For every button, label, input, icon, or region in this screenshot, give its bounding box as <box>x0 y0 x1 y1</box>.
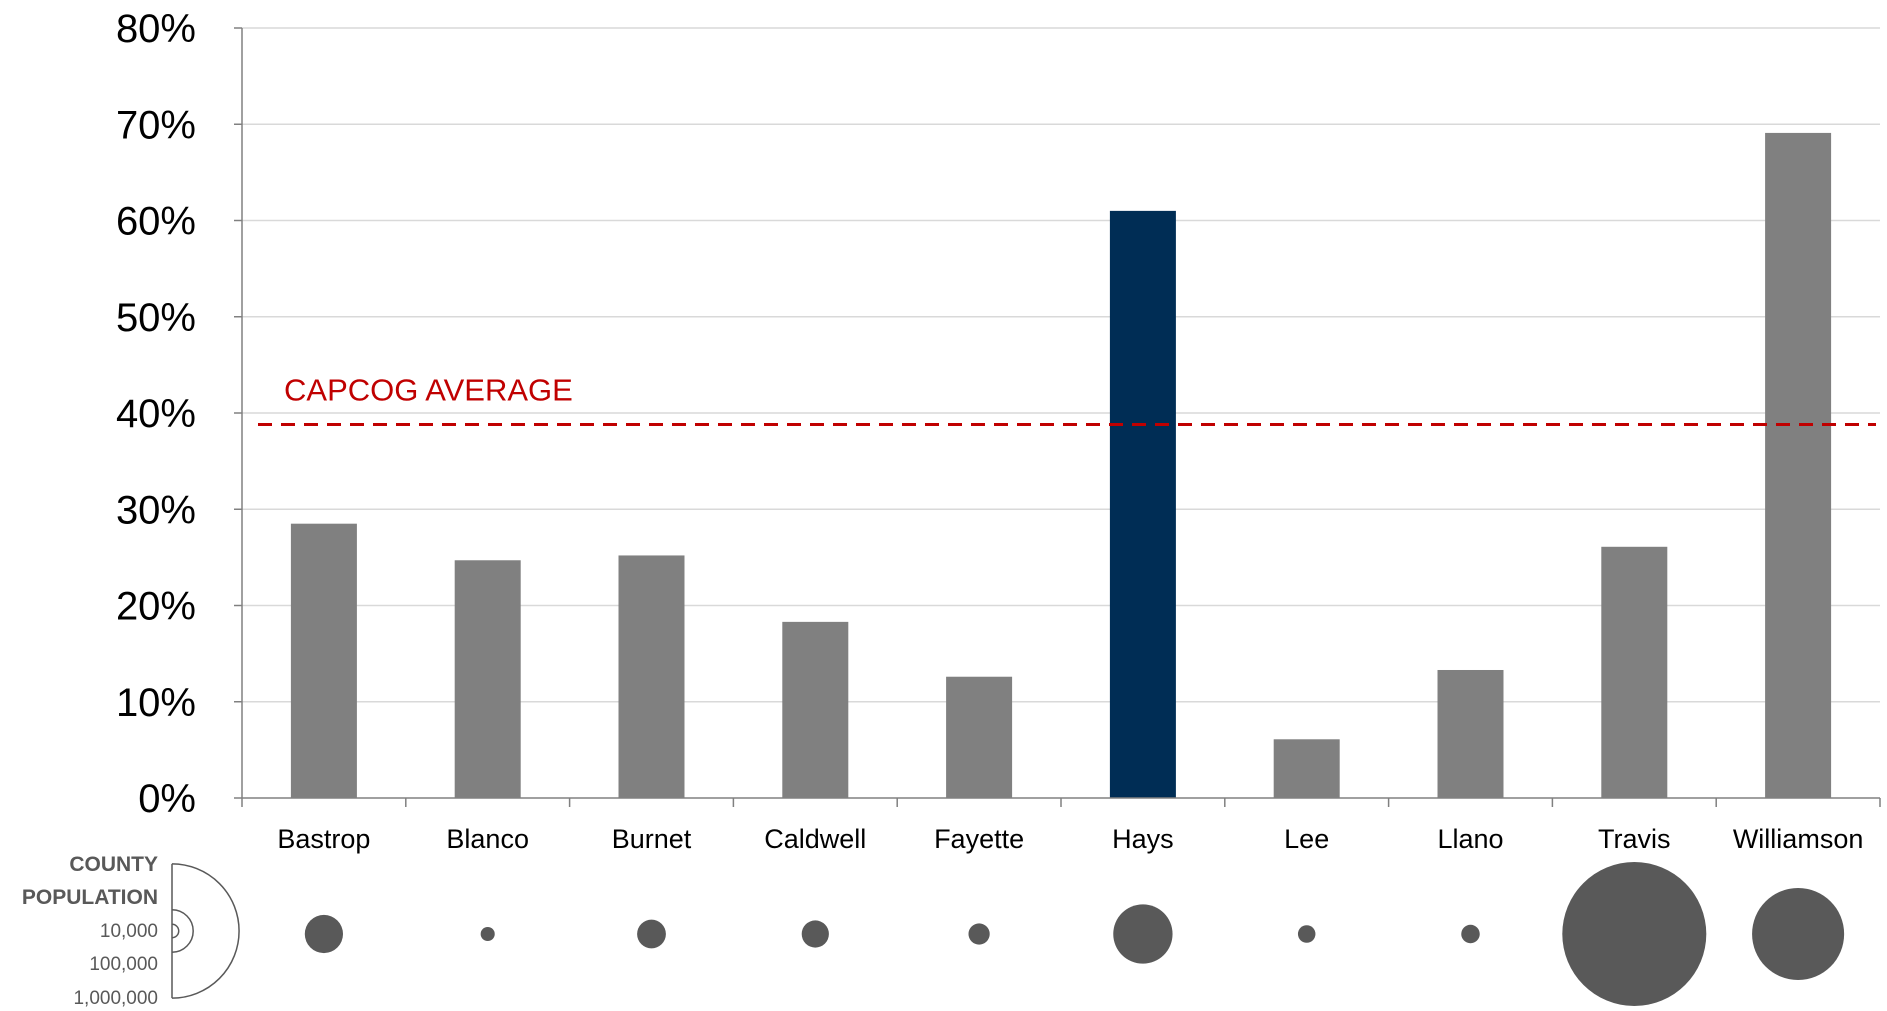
legend-title-line2: POPULATION <box>22 886 158 909</box>
bar-caldwell <box>782 621 849 798</box>
population-legend: COUNTY POPULATION 10,000 100,000 1,000,0… <box>22 853 240 1009</box>
population-bubble-caldwell <box>801 920 829 948</box>
x-tick-label: Williamson <box>1733 824 1864 854</box>
y-tick-label: 60% <box>116 200 196 244</box>
population-bubble-blanco <box>480 926 495 942</box>
y-tick-label: 40% <box>116 392 196 436</box>
x-tick-label: Caldwell <box>764 824 866 854</box>
population-bubble-williamson <box>1752 887 1845 981</box>
legend-value-small: 10,000 <box>100 921 158 942</box>
bar-llano <box>1437 669 1504 798</box>
x-tick-label: Blanco <box>446 824 529 854</box>
bar-williamson <box>1765 132 1832 799</box>
bar-bastrop <box>290 523 357 798</box>
population-bubble-fayette <box>968 923 990 945</box>
bars <box>290 132 1832 799</box>
x-tick-label: Hays <box>1112 824 1174 854</box>
x-tick-label: Lee <box>1284 824 1329 854</box>
legend-circles <box>171 863 240 999</box>
bar-hays <box>1109 210 1176 798</box>
population-bubble-travis <box>1562 862 1707 1006</box>
x-tick-label: Bastrop <box>277 824 370 854</box>
legend-value-large: 1,000,000 <box>73 988 158 1009</box>
legend-value-medium: 100,000 <box>89 954 158 975</box>
legend-title-line1: COUNTY <box>69 853 158 876</box>
x-tick-label: Fayette <box>934 824 1024 854</box>
y-tick-label: 30% <box>116 488 196 532</box>
y-tick-labels: 0% 10% 20% 30% 40% 50% 60% 70% 80% <box>116 7 196 821</box>
axes <box>241 28 1881 807</box>
capcog-average-label: CAPCOG AVERAGE <box>284 373 573 408</box>
x-tick-label: Llano <box>1437 824 1503 854</box>
bar-lee <box>1273 739 1340 798</box>
population-bubble-lee <box>1297 925 1316 943</box>
x-tick-label: Travis <box>1598 824 1671 854</box>
y-tick-label: 20% <box>116 585 196 629</box>
population-bubble-bastrop <box>304 914 344 954</box>
y-tick-label: 80% <box>116 7 196 51</box>
legend-circle-100,000 <box>171 909 194 953</box>
y-tick-label: 50% <box>116 296 196 340</box>
population-bubbles <box>304 862 1845 1006</box>
y-tick-label: 10% <box>116 681 196 725</box>
population-bubble-llano <box>1461 924 1480 944</box>
population-bubble-burnet <box>637 919 666 949</box>
bar-travis <box>1601 546 1668 798</box>
bar-burnet <box>618 555 685 798</box>
reference-line-group: CAPCOG AVERAGE <box>258 373 1876 427</box>
x-tick-label: Burnet <box>612 824 692 854</box>
y-tick-label: 0% <box>138 777 196 821</box>
legend-circle-10,000 <box>171 923 180 939</box>
bar-blanco <box>454 560 521 798</box>
population-bubble-hays <box>1113 904 1173 964</box>
bar-fayette <box>946 676 1013 798</box>
legend-circle-1,000,000 <box>171 863 240 999</box>
y-tick-label: 70% <box>116 103 196 147</box>
x-tick-labels: Bastrop Blanco Burnet Caldwell Fayette Hays Le… <box>277 824 1863 854</box>
